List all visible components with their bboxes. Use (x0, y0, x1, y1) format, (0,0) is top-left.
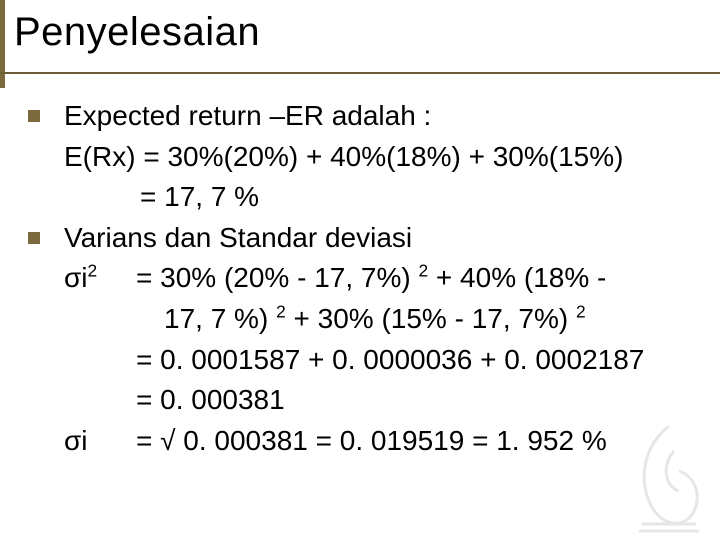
bullet-lead: Expected return –ER adalah : (64, 100, 431, 131)
body-line: = 17, 7 % (28, 177, 698, 218)
accent-bar (0, 0, 5, 88)
stddev-symbol: σi (64, 421, 136, 462)
stddev-line: σi= √ 0. 000381 = 0. 019519 = 1. 952 % (28, 421, 698, 462)
variance-symbol: σi2 (64, 258, 136, 299)
slide-content: Expected return –ER adalah : E(Rx) = 30%… (28, 96, 698, 461)
stddev-rhs: = √ 0. 000381 = 0. 019519 = 1. 952 % (136, 425, 607, 456)
variance-line2: 17, 7 %) 2 + 30% (15% - 17, 7%) 2 (28, 299, 698, 340)
bullet-icon (28, 110, 40, 122)
slide-title: Penyelesaian (14, 10, 260, 55)
slide: Penyelesaian Expected return –ER adalah … (0, 0, 720, 540)
title-underline (0, 72, 720, 74)
bullet-item: Varians dan Standar deviasi (28, 218, 698, 259)
variance-rhs: = 30% (20% - 17, 7%) 2 + 40% (18% - (136, 262, 606, 293)
variance-line1: σi2= 30% (20% - 17, 7%) 2 + 40% (18% - (28, 258, 698, 299)
variance-line4: = 0. 000381 (28, 380, 698, 421)
bullet-lead: Varians dan Standar deviasi (64, 222, 412, 253)
body-line: E(Rx) = 30%(20%) + 40%(18%) + 30%(15%) (28, 137, 698, 178)
bullet-item: Expected return –ER adalah : (28, 96, 698, 137)
variance-line3: = 0. 0001587 + 0. 0000036 + 0. 0002187 (28, 340, 698, 381)
bullet-icon (28, 232, 40, 244)
